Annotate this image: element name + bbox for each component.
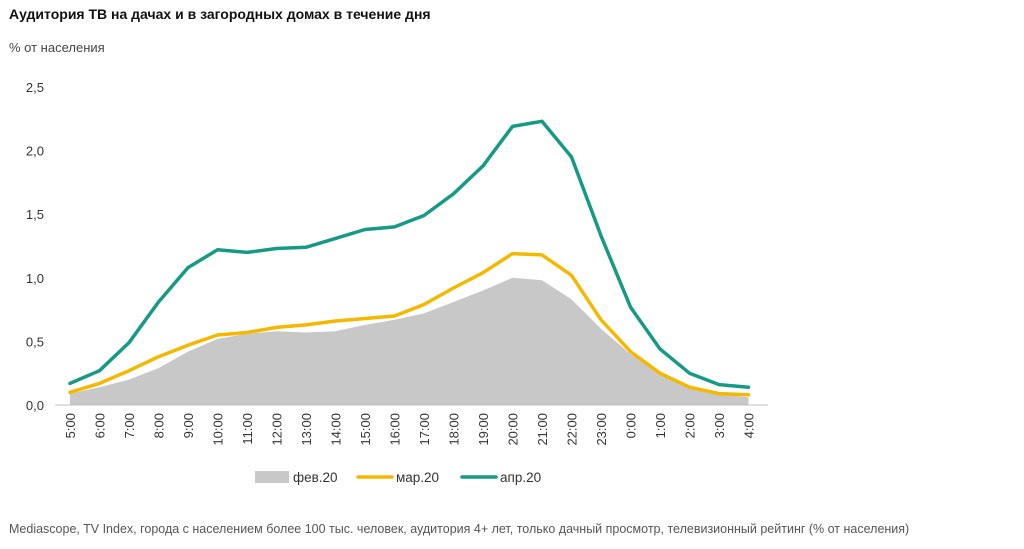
line-chart: 0,0 0,5 1,0 1,5 2,0 2,5 5:00 6:00 7:00 8:00 9:00 10…: [26, 80, 768, 485]
series-line-3: [68, 119, 751, 389]
series-area-1: [70, 277, 749, 405]
y-tick-label: 2,0: [26, 144, 44, 159]
x-tick-label: 23:00: [594, 413, 609, 446]
x-tick-label: 14:00: [329, 413, 344, 446]
legend-label: фев.20: [293, 470, 338, 485]
legend-swatch: [255, 471, 289, 483]
x-tick-label: 8:00: [152, 413, 167, 438]
x-tick-label: 0:00: [624, 413, 639, 438]
x-tick-label: 6:00: [93, 413, 108, 438]
y-axis-unit-label: % от населения: [9, 40, 105, 55]
y-tick-label: 2,5: [26, 80, 44, 95]
x-tick-label: 17:00: [417, 413, 432, 446]
legend-label: апр.20: [500, 470, 541, 485]
x-tick-label: 3:00: [712, 413, 727, 438]
x-tick-label: 1:00: [653, 413, 668, 438]
y-tick-label: 0,5: [26, 334, 44, 349]
x-tick-label: 15:00: [358, 413, 373, 446]
x-tick-label: 2:00: [683, 413, 698, 438]
x-tick-label: 19:00: [476, 413, 491, 446]
x-tick-label: 13:00: [299, 413, 314, 446]
series-line-2: [68, 251, 751, 397]
x-tick-label: 16:00: [388, 413, 403, 446]
y-tick-label: 0,0: [26, 398, 44, 413]
y-tick-label: 1,0: [26, 271, 44, 286]
legend-label: мар.20: [396, 470, 439, 485]
chart-title: Аудитория ТВ на дачах и в загородных дом…: [9, 6, 431, 22]
x-tick-label: 11:00: [240, 413, 255, 445]
x-tick-label: 20:00: [506, 413, 521, 446]
x-tick-label: 10:00: [211, 413, 226, 446]
x-tick-label: 21:00: [535, 413, 550, 446]
x-tick-label: 5:00: [63, 413, 78, 438]
x-tick-label: 7:00: [122, 413, 137, 438]
x-tick-label: 18:00: [447, 413, 462, 446]
y-tick-label: 1,5: [26, 207, 44, 222]
x-tick-label: 12:00: [270, 413, 285, 446]
x-tick-label: 22:00: [565, 413, 580, 446]
x-tick-label: 4:00: [742, 413, 757, 438]
source-footnote: Mediascope, TV Index, города с население…: [9, 522, 910, 536]
x-tick-label: 9:00: [181, 413, 196, 438]
